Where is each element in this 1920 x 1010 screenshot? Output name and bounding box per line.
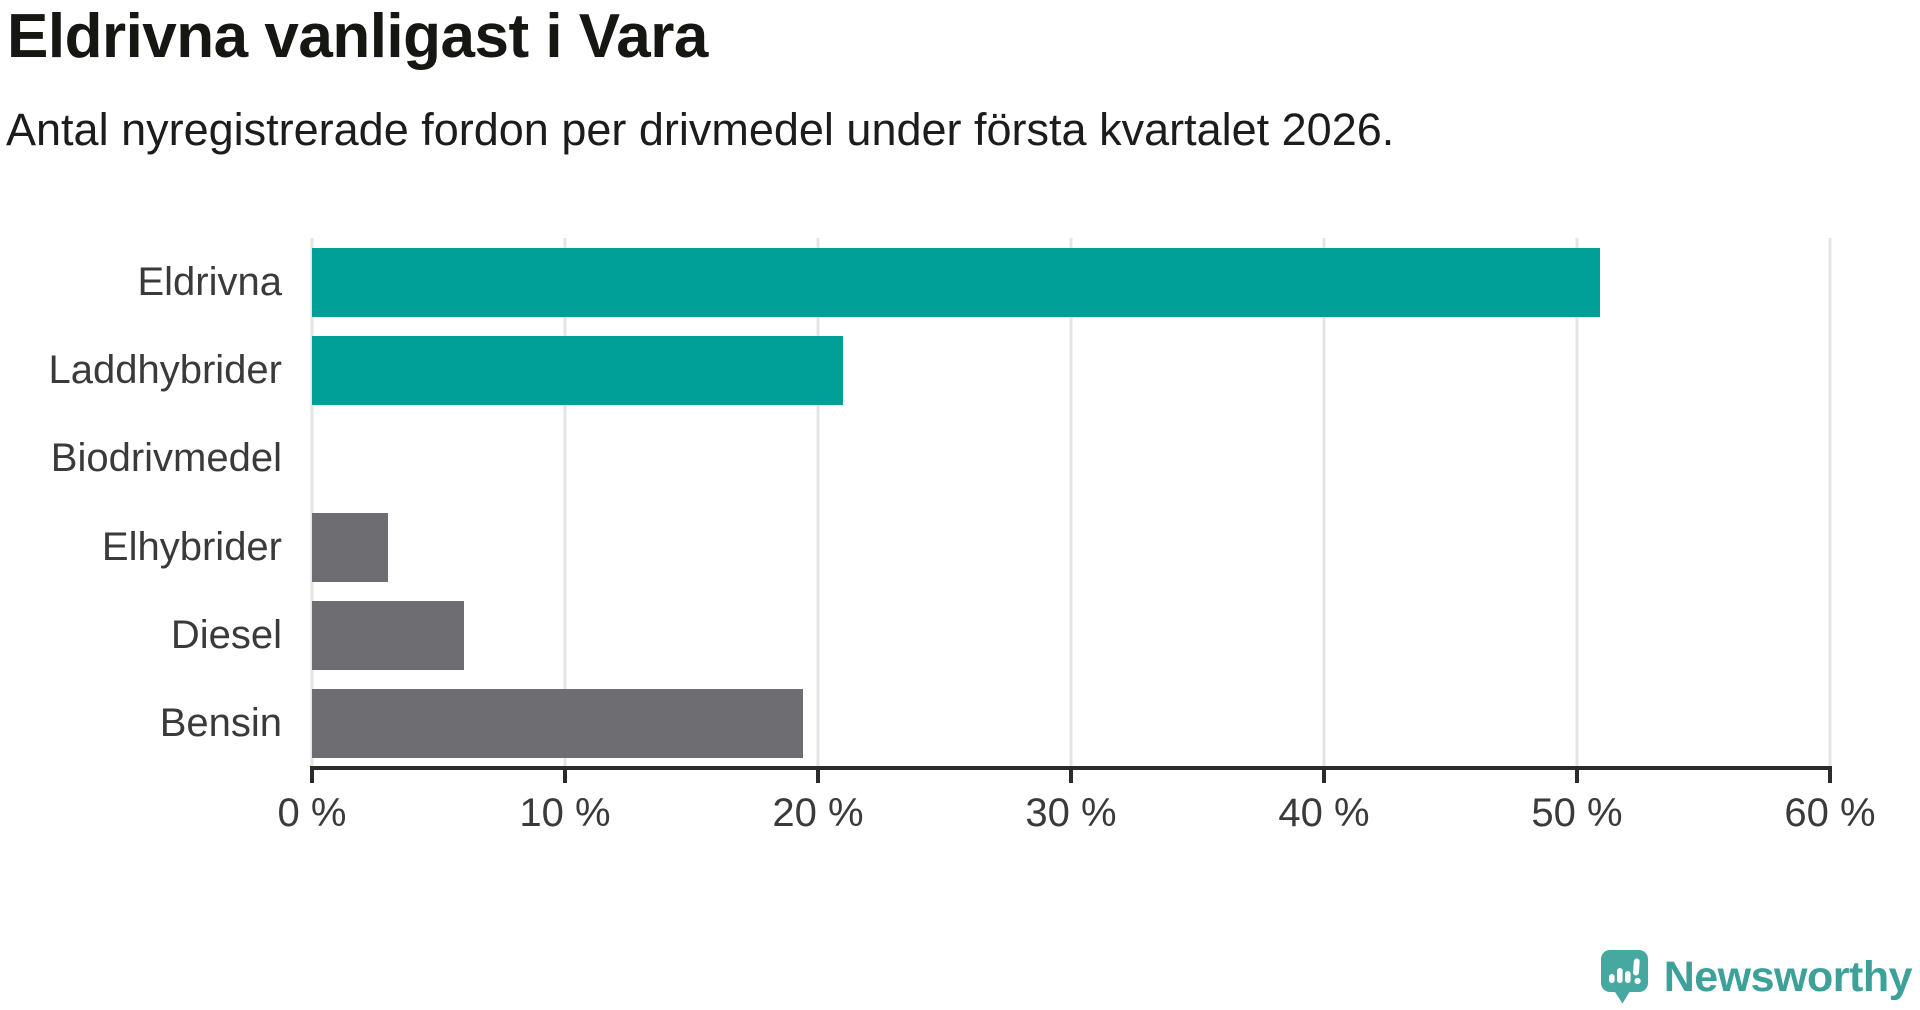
gridline-0	[310, 238, 314, 768]
bar-laddhybrider	[312, 336, 844, 405]
gridline-60	[1828, 238, 1832, 768]
x-axis-tick-label-0: 0 %	[277, 791, 347, 835]
x-axis-tick-label-20: 20 %	[772, 791, 864, 835]
gridline-10	[563, 238, 567, 768]
newsworthy-logo-text: Newsworthy	[1663, 952, 1913, 1001]
x-axis-tick-10	[563, 766, 567, 783]
gridline-40	[1322, 238, 1326, 768]
bar-eldrivna	[312, 247, 1600, 317]
chart-title: Eldrivna vanligast i Vara	[7, 2, 708, 71]
x-axis-tick-50	[1574, 766, 1579, 783]
category-label-diesel: Diesel	[170, 612, 282, 657]
gridline-30	[1069, 238, 1073, 768]
newsworthy-logo-icon	[1600, 950, 1649, 1004]
x-axis-tick-40	[1322, 766, 1326, 783]
x-axis-tick-0	[310, 766, 314, 783]
newsworthy-logo: Newsworthy	[1600, 950, 1913, 1004]
x-axis-tick-label-40: 40 %	[1278, 791, 1370, 835]
bar-diesel	[312, 601, 464, 670]
x-axis-tick-60	[1828, 766, 1832, 783]
category-label-biodrivmedel: Biodrivmedel	[50, 436, 282, 481]
gridline-50	[1575, 238, 1579, 768]
x-axis-tick-label-50: 50 %	[1531, 791, 1623, 835]
x-axis-tick-label-60: 60 %	[1784, 791, 1876, 835]
plot-area: 0 % 10 % 20 % 30 % 40 % 50 % 60 %	[278, 238, 1876, 835]
category-label-bensin: Bensin	[159, 701, 282, 746]
bar-elhybrider	[312, 512, 388, 582]
bar-bensin	[312, 689, 803, 759]
category-label-elhybrider: Elhybrider	[101, 524, 282, 569]
x-axis-tick-30	[1069, 766, 1073, 783]
y-axis-labels: Eldrivna Laddhybrider Biodrivmedel Elhyb…	[0, 238, 283, 768]
chart-subtitle: Antal nyregistrerade fordon per drivmede…	[6, 104, 1395, 155]
category-label-laddhybrider: Laddhybrider	[48, 347, 283, 392]
x-axis-tick-label-10: 10 %	[519, 791, 611, 835]
gridline-20	[816, 238, 820, 768]
category-label-eldrivna: Eldrivna	[137, 259, 282, 304]
x-axis-tick-20	[815, 766, 820, 783]
x-axis-tick-label-30: 30 %	[1025, 791, 1117, 835]
